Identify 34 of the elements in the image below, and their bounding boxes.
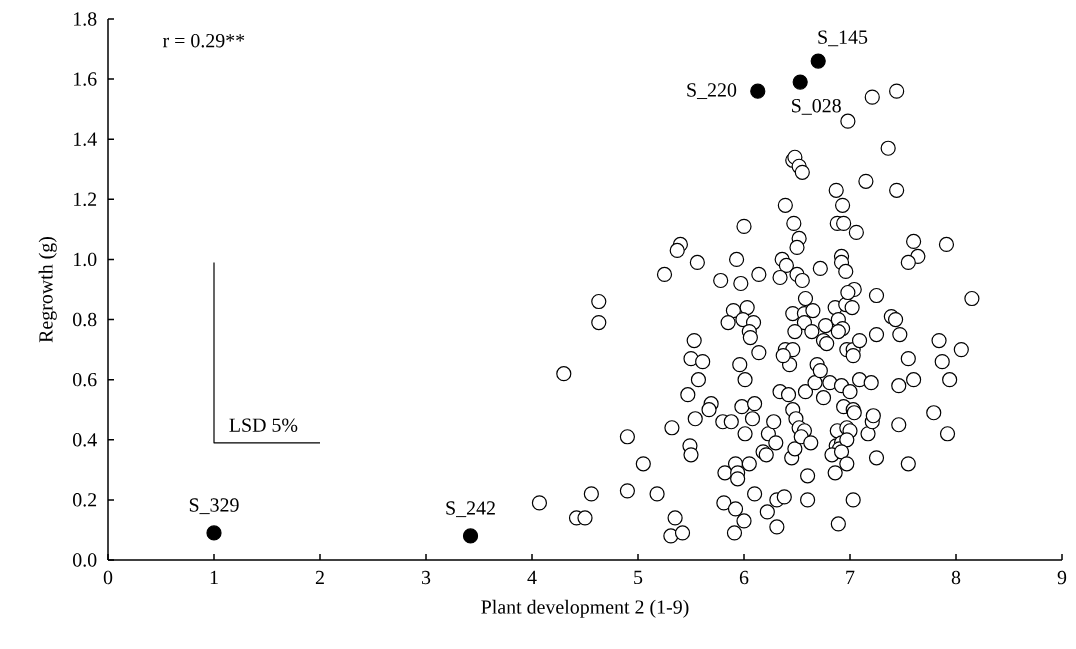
point [792,74,808,90]
y-tick-label: 0.8 [73,312,97,327]
y-tick-label: 0.4 [73,433,97,447]
x-tick-label: 3 [421,570,431,585]
x-tick-label: 1 [210,570,218,584]
x-tick-label: 4 [527,570,537,584]
y-tick-label: 0.0 [73,553,97,567]
x-tick-label: 6 [739,570,749,585]
y-tick-label: 0.2 [73,493,97,507]
y-tick-label: 1.6 [74,72,97,86]
series-label: LSD 5% [229,418,298,432]
annotation: S_028 [792,98,841,115]
point [206,525,222,541]
y-axis-title: Regrowth (g) [38,236,57,343]
annotation: S_220 [687,83,737,100]
x-tick-label: 5 [634,570,643,585]
annotation: r = 0.29** [162,33,245,48]
x-tick-label: 2 [315,570,324,585]
x-axis-title: Plant development 2 (1-9) [481,599,689,618]
x-tick-label: 7 [846,570,855,584]
y-tick-label: 1.0 [74,252,97,267]
x-tick-label: 9 [1057,570,1067,585]
point [810,53,826,69]
point [750,83,766,99]
point [462,528,479,544]
x-tick-label: 8 [951,570,961,585]
x-tick-label: 0 [103,570,113,585]
y-tick-label: 1.2 [74,192,97,207]
y-tick-label: 1.4 [74,132,97,146]
annotation: S_242 [446,501,495,518]
y-tick-label: 1.8 [74,12,97,26]
annotation: S_329 [189,498,239,515]
y-tick-label: 0.6 [73,372,97,387]
annotation: S_145 [818,30,868,47]
